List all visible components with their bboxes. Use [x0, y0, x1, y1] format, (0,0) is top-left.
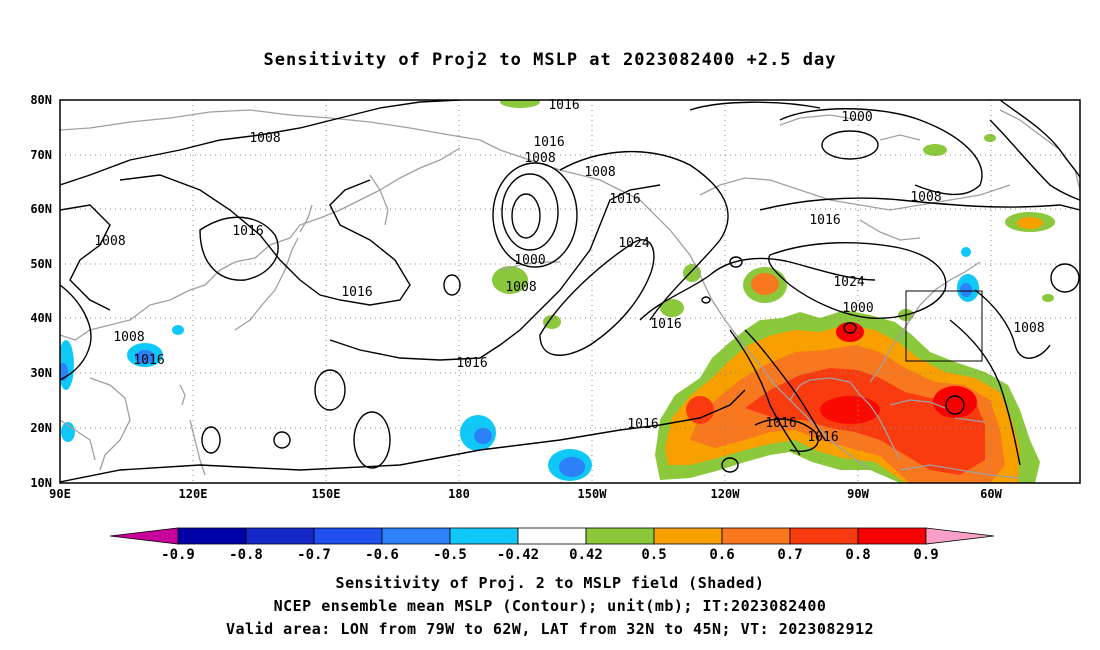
- colorbar-tick-label: -0.8: [229, 547, 263, 563]
- contour-label: 1008: [910, 190, 941, 205]
- lat-tick-label: 80N: [30, 93, 52, 107]
- lat-tick-label: 20N: [30, 421, 52, 435]
- caption-line-2: NCEP ensemble mean MSLP (Contour); unit(…: [273, 597, 827, 615]
- contour-label: 1016: [533, 135, 564, 150]
- contour-label: 1016: [765, 416, 796, 431]
- caption-line-3: Valid area: LON from 79W to 62W, LAT fro…: [225, 620, 875, 638]
- colorbar-segment: [449, 527, 519, 545]
- colorbar-tick-label: -0.6: [365, 547, 399, 563]
- contour-label: 1024: [618, 236, 649, 251]
- contour-label: 1016: [456, 356, 487, 371]
- contour-label: 1016: [650, 317, 681, 332]
- contour-label: 1016: [548, 98, 579, 113]
- contour-label: 1016: [807, 430, 838, 445]
- contour-label: 1008: [113, 330, 144, 345]
- colorbar-segment: [857, 527, 927, 545]
- contour-label: 1008: [249, 131, 280, 146]
- lat-tick-label: 40N: [30, 311, 52, 325]
- figure-title: Sensitivity of Proj2 to MSLP at 20230824…: [263, 50, 837, 70]
- longitude-axis: 90E 120E 150E 180 150W 120W 90W 60W: [49, 487, 1002, 501]
- contour-label: 1016: [809, 213, 840, 228]
- lon-tick-label: 150E: [312, 487, 341, 501]
- contour-label: 1024: [833, 275, 864, 290]
- mslp-contours: [60, 100, 1080, 483]
- colorbar-tick-label: 0.8: [845, 547, 870, 563]
- contour-label: 1008: [94, 234, 125, 249]
- contour-label: 1016: [627, 417, 658, 432]
- contour-label: 1000: [514, 253, 545, 268]
- lon-tick-label: 120W: [711, 487, 741, 501]
- colorbar-tick-label: -0.5: [433, 547, 467, 563]
- lat-tick-label: 50N: [30, 257, 52, 271]
- lat-tick-label: 70N: [30, 148, 52, 162]
- lon-tick-label: 120E: [179, 487, 208, 501]
- contour-label: 1000: [842, 301, 873, 316]
- colorbar-overflow-triangle: [925, 527, 995, 545]
- colorbar-segment: [721, 527, 791, 545]
- contour-label: 1016: [133, 353, 164, 368]
- colorbar-tick-label: -0.42: [497, 547, 539, 563]
- lon-tick-label: 180: [448, 487, 470, 501]
- lat-tick-label: 10N: [30, 476, 52, 490]
- contour-label: 1016: [341, 285, 372, 300]
- lon-tick-label: 90E: [49, 487, 71, 501]
- caption-line-1: Sensitivity of Proj. 2 to MSLP field (Sh…: [335, 574, 765, 592]
- lat-tick-label: 60N: [30, 202, 52, 216]
- contour-label: 1008: [524, 151, 555, 166]
- colorbar-segment: [653, 527, 723, 545]
- map-frame: [59, 99, 1081, 484]
- colorbar-segment: [245, 527, 315, 545]
- contour-label: 1008: [584, 165, 615, 180]
- lon-tick-label: 150W: [578, 487, 608, 501]
- colorbar-tick-label: -0.7: [297, 547, 331, 563]
- colorbar-segment: [585, 527, 655, 545]
- latitude-axis: 80N 70N 60N 50N 40N 30N 20N 10N: [30, 93, 52, 490]
- colorbar-tick-label: 0.5: [641, 547, 666, 563]
- colorbar-segment: [177, 527, 247, 545]
- contour-label: 1016: [609, 192, 640, 207]
- colorbar-tick-label: 0.9: [913, 547, 938, 563]
- contour-label: 1016: [232, 224, 263, 239]
- colorbar-underflow-triangle: [109, 527, 179, 545]
- lat-tick-label: 30N: [30, 366, 52, 380]
- colorbar-segment: [381, 527, 451, 545]
- contour-label: 1008: [505, 280, 536, 295]
- lat-lon-grid: [60, 100, 1080, 483]
- contour-label-group: 1016 1008 1016 1008 1000 1008 1008 1016 …: [94, 98, 1044, 445]
- colorbar: -0.9 -0.8 -0.7 -0.6 -0.5 -0.42 0.42 0.5 0.6 0.7 0.…: [109, 527, 995, 563]
- colorbar-segment: [313, 527, 383, 545]
- contour-label: 1008: [1013, 321, 1044, 336]
- colorbar-tick-label: 0.6: [709, 547, 734, 563]
- colorbar-tick-label: 0.7: [777, 547, 802, 563]
- colorbar-segment: [517, 527, 587, 545]
- colorbar-tick-label: 0.42: [569, 547, 603, 563]
- contour-label: 1000: [841, 110, 872, 125]
- map-plot-area: [60, 100, 1080, 483]
- lon-tick-label: 60W: [980, 487, 1002, 501]
- valid-area-box: [905, 290, 983, 362]
- lon-tick-label: 90W: [847, 487, 869, 501]
- colorbar-tick-label: -0.9: [161, 547, 195, 563]
- colorbar-segment: [789, 527, 859, 545]
